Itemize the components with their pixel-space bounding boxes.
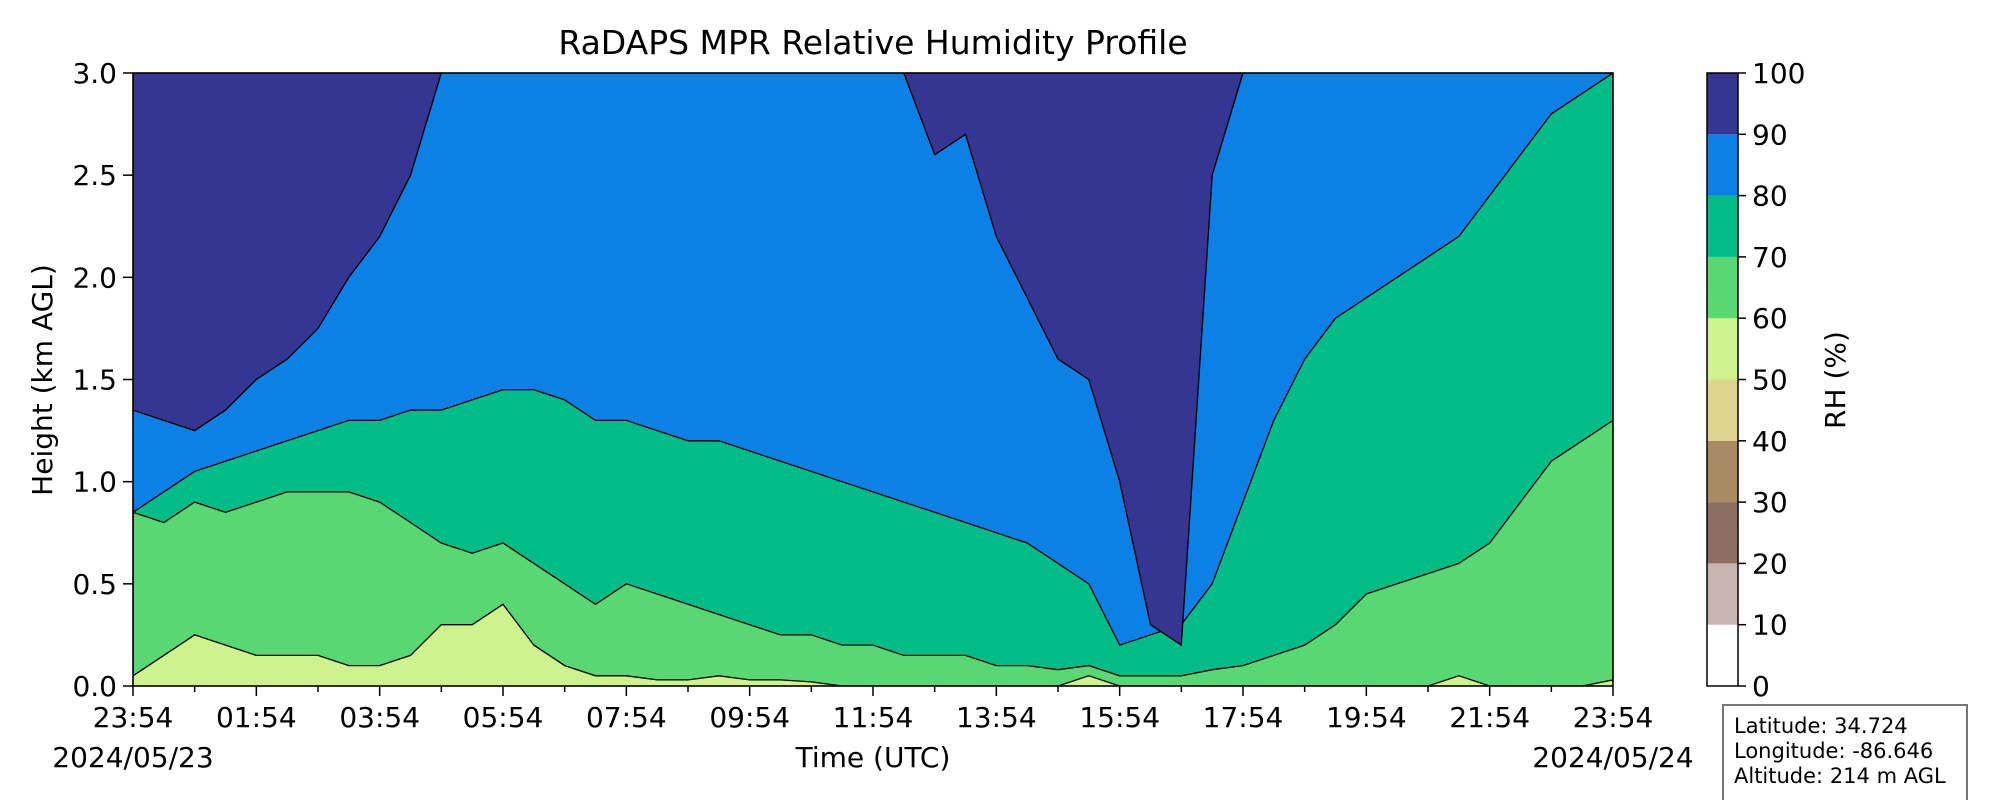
x-tick-label: 21:54	[1449, 701, 1530, 734]
y-tick-label: 0.5	[72, 568, 117, 601]
colorbar-tick-label: 10	[1752, 609, 1788, 642]
colorbar-segment	[1707, 624, 1738, 686]
colorbar-segment	[1707, 318, 1738, 380]
colorbar-label: RH (%)	[1819, 331, 1852, 429]
y-tick-label: 2.5	[72, 159, 117, 192]
date-end-label: 2024/05/24	[1532, 741, 1693, 774]
band-90-100	[133, 73, 1613, 647]
x-tick-label: 19:54	[1326, 701, 1407, 734]
band-80-90	[133, 73, 1613, 646]
x-tick-label: 15:54	[1079, 701, 1160, 734]
colorbar-tick-label: 70	[1752, 241, 1788, 274]
y-tick-label: 3.0	[72, 57, 117, 90]
x-axis-label: Time (UTC)	[795, 741, 951, 774]
colorbar-segment	[1707, 134, 1738, 196]
y-axis: 0.0 0.5 1.0 1.5 2.0 2.5 3.0	[72, 57, 133, 703]
x-tick-label: 07:54	[586, 701, 667, 734]
chart-title: RaDAPS MPR Relative Humidity Profile	[558, 23, 1187, 62]
x-tick-label: 03:54	[339, 701, 420, 734]
altitude-text: Altitude: 214 m AGL	[1734, 764, 1946, 788]
latitude-text: Latitude: 34.724	[1734, 714, 1908, 738]
plot-area	[133, 73, 1613, 686]
x-axis: 23:54 01:54 03:54 05:54 07:54 09:54 11:54 13:54…	[93, 686, 1654, 734]
colorbar-segment	[1707, 195, 1738, 257]
y-tick-label: 1.0	[72, 466, 117, 499]
colorbar-tick-label: 60	[1752, 302, 1788, 335]
colorbar-segment	[1707, 440, 1738, 503]
colorbar-tick-label: 50	[1752, 364, 1788, 397]
colorbar-segment	[1707, 73, 1738, 135]
x-tick-label: 13:54	[956, 701, 1037, 734]
longitude-text: Longitude: -86.646	[1734, 739, 1933, 763]
x-tick-label: 17:54	[1203, 701, 1284, 734]
colorbar-tick-label: 20	[1752, 547, 1788, 580]
colorbar-tick-label: 40	[1752, 425, 1788, 458]
x-tick-label: 05:54	[463, 701, 544, 734]
y-tick-label: 0.0	[72, 670, 117, 703]
colorbar-tick-label: 90	[1752, 118, 1788, 151]
y-tick-label: 1.5	[72, 364, 117, 397]
x-tick-label: 23:54	[93, 701, 174, 734]
colorbar-segment	[1707, 563, 1738, 625]
colorbar-tick-label: 0	[1752, 670, 1770, 703]
colorbar: 0 10 20 30 40 50 60 70 80 90 100	[1706, 57, 1805, 703]
colorbar-segment	[1707, 256, 1738, 319]
station-info-box: Latitude: 34.724 Longitude: -86.646 Alti…	[1722, 704, 1968, 800]
colorbar-tick-label: 30	[1752, 486, 1788, 519]
date-start-label: 2024/05/23	[52, 741, 213, 774]
colorbar-tick-label: 100	[1752, 57, 1805, 90]
x-tick-label: 01:54	[216, 701, 297, 734]
colorbar-segment	[1707, 502, 1738, 564]
y-tick-label: 2.0	[72, 261, 117, 294]
y-axis-label: Height (km AGL)	[26, 264, 59, 496]
x-tick-label: 09:54	[709, 701, 790, 734]
colorbar-segment	[1707, 379, 1738, 441]
x-tick-label: 11:54	[833, 701, 914, 734]
x-tick-label: 23:54	[1573, 701, 1654, 734]
colorbar-tick-label: 80	[1752, 180, 1788, 213]
